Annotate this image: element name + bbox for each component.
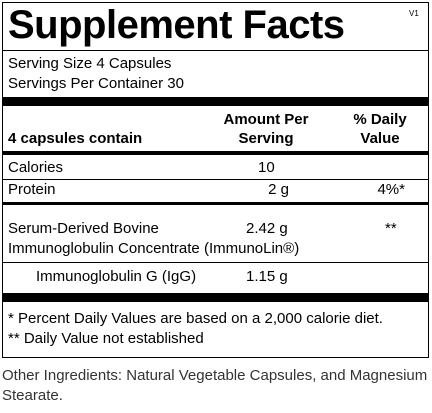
rule (3, 179, 428, 180)
row-amount: 2 g (268, 181, 289, 198)
row-name: Calories (8, 159, 64, 176)
row-name: Immunoglobulin Concentrate (ImmunoLin®) (8, 240, 300, 257)
rule (3, 50, 428, 51)
serving-size: Serving Size 4 Capsules (8, 55, 172, 72)
other-ingredients: Other Ingredients: Natural Vegetable Cap… (2, 367, 428, 384)
servings-per-container: Servings Per Container 30 (8, 75, 184, 92)
version: V1 (409, 9, 419, 18)
row-name: Immunoglobulin G (IgG) (36, 268, 197, 285)
medium-rule (3, 202, 428, 205)
row-amount: 2.42 g (246, 220, 288, 237)
row-dv: 4%* (377, 181, 405, 198)
header-amount: Amount Per (223, 111, 309, 128)
row-amount: 1.15 g (246, 268, 288, 285)
header-contain: 4 capsules contain (8, 130, 143, 147)
row-name: Protein (8, 181, 56, 198)
title: Supplement Facts (8, 3, 345, 47)
thick-rule (3, 293, 428, 302)
row-amount: 10 (258, 159, 275, 176)
medium-rule (3, 151, 428, 155)
footnote: ** Daily Value not established (8, 330, 204, 347)
thick-rule (3, 97, 428, 106)
header-dv: Value (360, 130, 400, 147)
header-dv: % Daily (353, 111, 407, 128)
rule (3, 262, 428, 263)
row-dv: ** (385, 220, 397, 237)
row-name: Serum-Derived Bovine (8, 220, 159, 237)
footnote: * Percent Daily Values are based on a 2,… (8, 310, 383, 327)
other-ingredients: Stearate. (2, 387, 63, 404)
header-amount: Serving (238, 130, 294, 147)
label-box (2, 2, 429, 358)
